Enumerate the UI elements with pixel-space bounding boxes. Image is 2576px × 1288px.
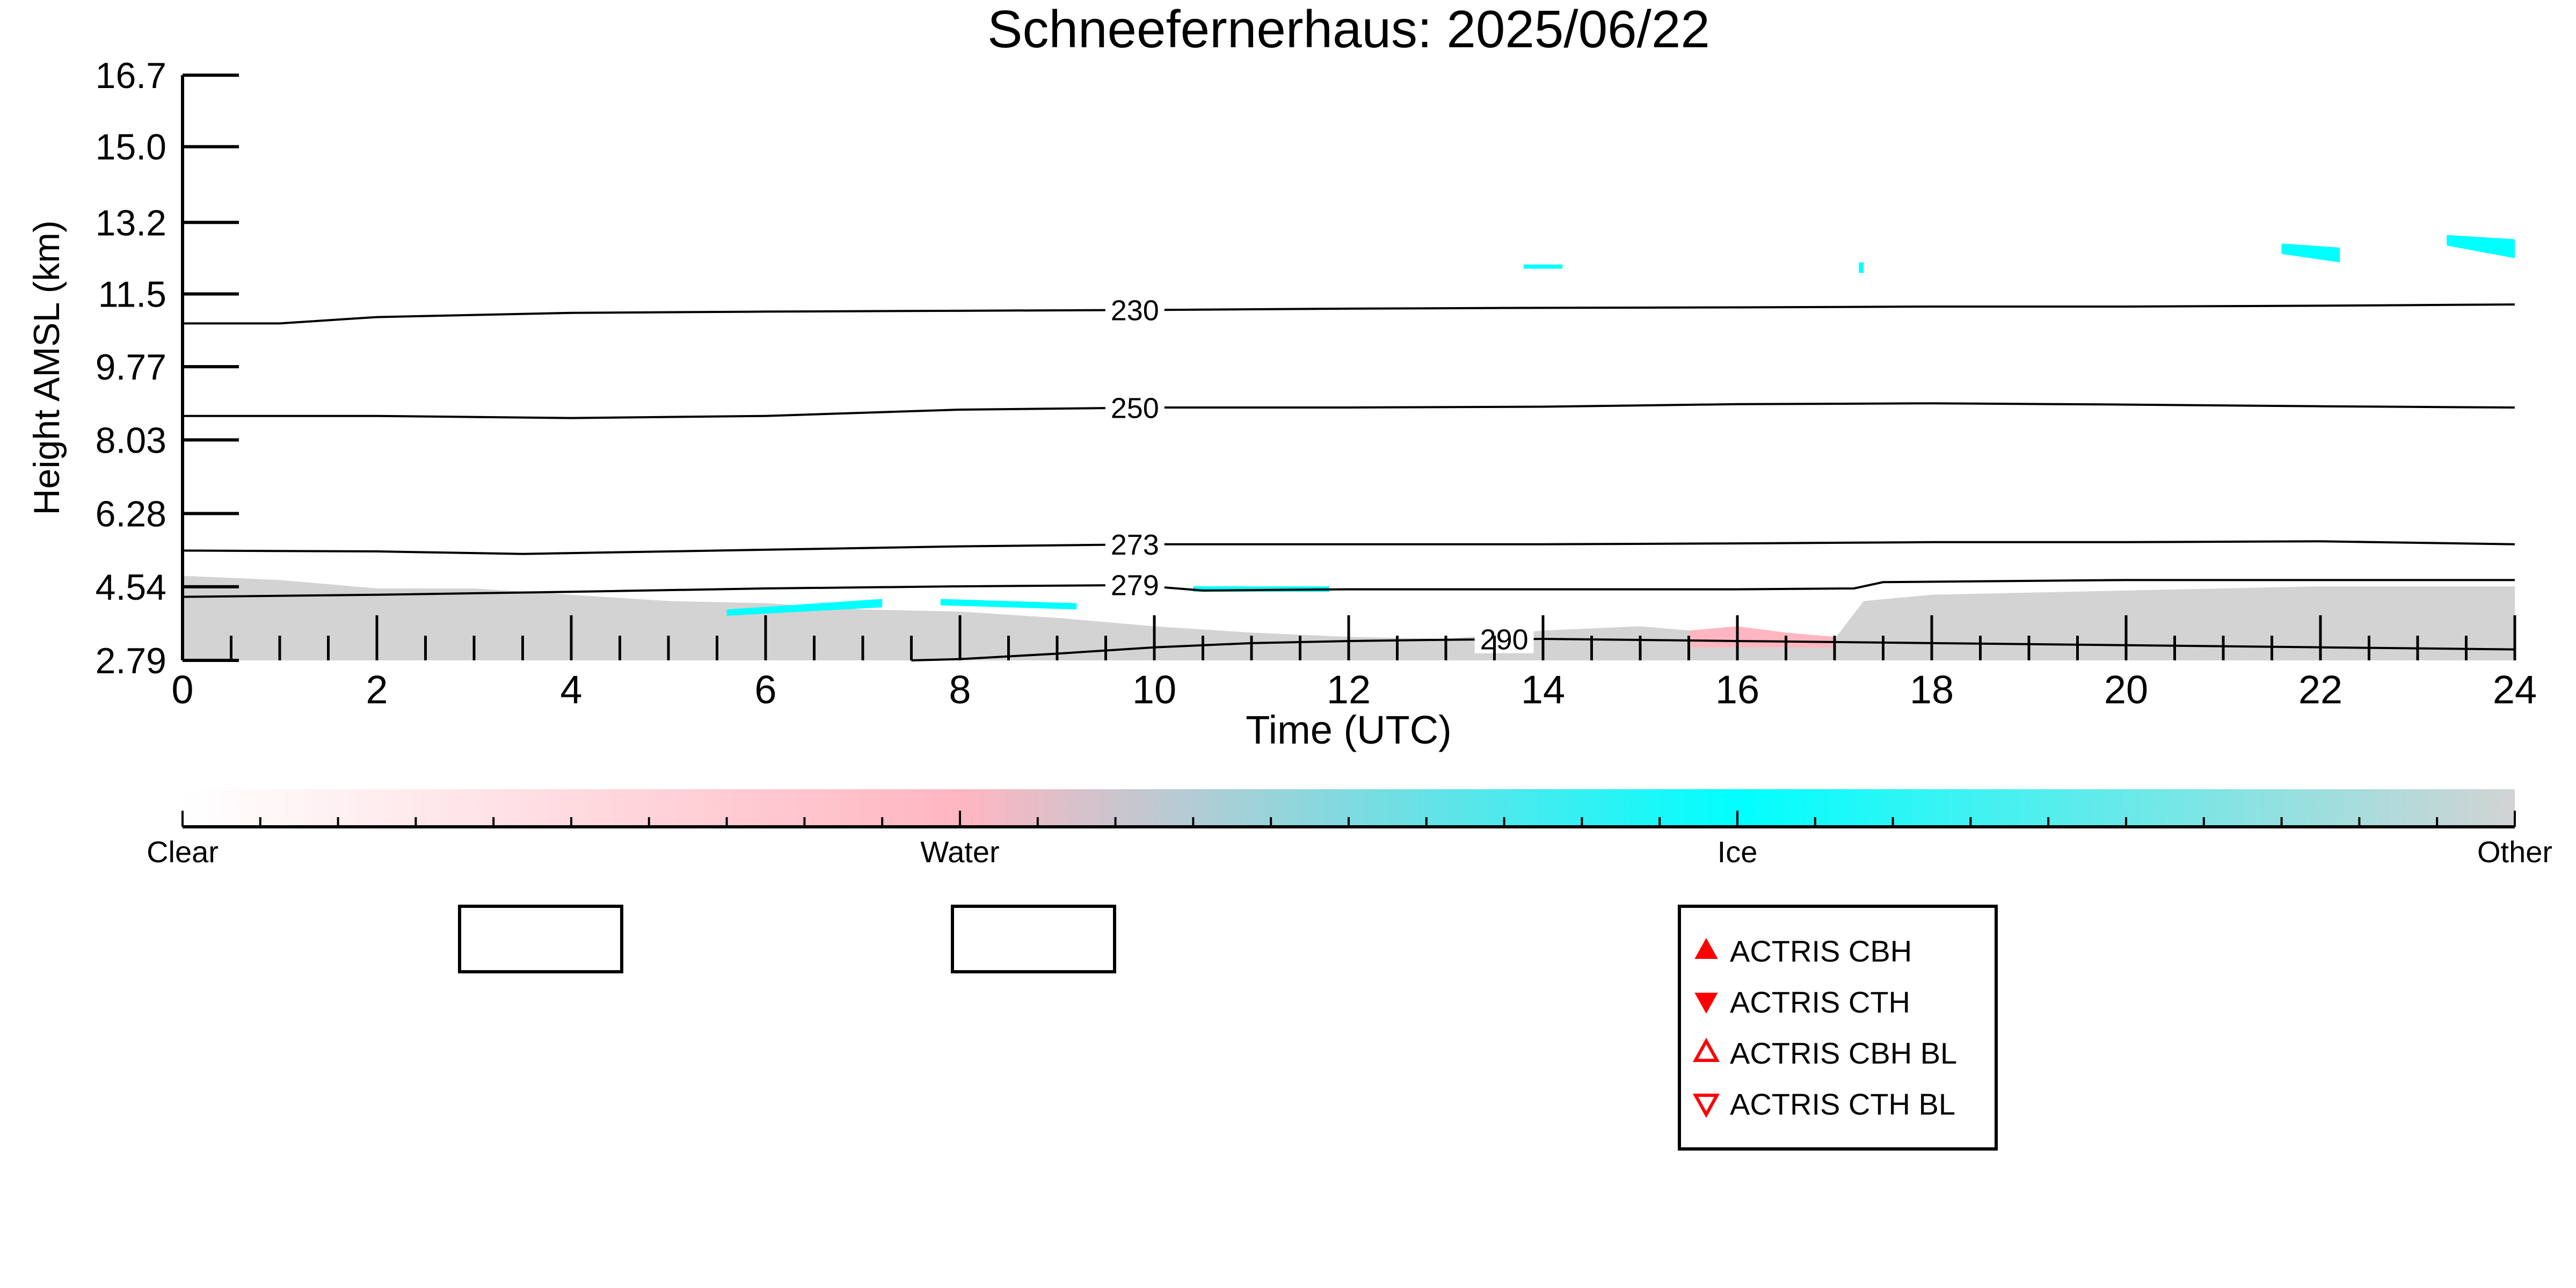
legend-marker-1 [1694,993,1718,1014]
chart-title: Schneefernerhaus: 2025/06/22 [987,0,1710,59]
y-tick-labels: 2.79 4.54 6.28 8.03 9.77 11.5 13.2 15.0 16.7 [96,55,166,681]
contour-label-bg-2 [1105,530,1165,559]
legend-label-3: ACTRIS CTH BL [1730,1087,1955,1121]
y-tick-label-0: 2.79 [96,641,166,681]
y-tick-label-4: 9.77 [96,347,166,388]
colorbar-label-other: Other [2477,835,2552,869]
colorbar-label-clear: Clear [147,835,219,869]
contour-label-bg-4 [1474,625,1534,653]
y-tick-label-3: 8.03 [96,420,166,461]
x-tick-label-5: 10 [1132,667,1176,712]
region-ice-3 [940,599,1077,610]
contour-label-bg-3 [1105,571,1165,599]
contour-label-2: 273 [1111,529,1159,561]
contour-line-0 [183,303,2515,325]
contour-label-4: 290 [1480,624,1529,656]
contour-line-2 [182,540,2515,555]
empty-legend-box-1 [458,905,623,973]
contour-line-1 [183,402,2515,419]
legend-frame [1678,905,1998,1151]
region-water-1 [1689,626,1835,647]
y-axis-label: Height AMSL (km) [26,220,67,515]
colorbar-ticks [181,811,2516,827]
region-ice-2 [726,599,883,616]
region-ice-6 [2447,235,2515,258]
legend-label-2: ACTRIS CBH BL [1730,1036,1957,1070]
contour-label-3: 279 [1111,570,1159,602]
x-tick-labels: 0 2 4 6 8 10 12 14 16 18 20 22 24 [171,667,2537,712]
colorbar-label-ice: Ice [1718,835,1758,869]
legend-marker-2 [1692,1037,1720,1062]
x-tick-label-7: 14 [1521,667,1565,712]
legend-marker-3 [1692,1094,1720,1118]
axis-ticks [181,74,2516,662]
plot-area: 230 250 273 279 290 [181,74,2516,662]
contour-line-3 [182,579,2515,598]
y-tick-label-5: 11.5 [98,274,166,315]
x-tick-label-2: 4 [560,667,582,712]
x-tick-label-10: 20 [2104,667,2148,712]
colorbar-label-water: Water [920,835,999,869]
x-tick-label-12: 24 [2493,667,2537,712]
contour-label-1: 250 [1111,392,1159,424]
legend-marker-0 [1694,937,1718,959]
x-tick-label-6: 12 [1327,667,1371,712]
x-tick-label-9: 18 [1910,667,1954,712]
region-ice-5 [2281,243,2340,263]
legend-label-1: ACTRIS CTH [1730,985,1910,1019]
y-tick-label-1: 4.54 [96,567,166,608]
cloud-regions [183,235,2515,660]
colorbar: Clear Water Ice Other [147,789,2552,869]
y-tick-label-2: 6.28 [96,494,166,535]
x-tick-label-1: 2 [366,667,388,712]
y-tick-label-6: 13.2 [96,202,166,243]
y-tick-label-7: 15.0 [96,127,166,168]
y-tick-label-8: 16.7 [96,55,166,96]
x-tick-label-8: 16 [1715,667,1759,712]
x-tick-label-11: 22 [2298,667,2342,712]
legend-label-0: ACTRIS CBH [1730,934,1912,968]
legend: ACTRIS CBH ACTRIS CTH ACTRIS CBH BL ACTRIS … [1678,905,1998,1151]
contour-label-bg-0 [1105,296,1165,324]
region-ice-8 [1859,262,1864,273]
temperature-contours: 230 250 273 279 290 [182,294,2515,661]
x-tick-label-0: 0 [171,667,193,712]
contour-label-bg-1 [1105,394,1165,422]
x-axis-label: Time (UTC) [1246,708,1452,752]
empty-legend-box-2 [951,905,1116,973]
region-ice-7 [1523,264,1563,269]
x-tick-label-3: 6 [754,667,776,712]
colorbar-labels: Clear Water Ice Other [147,835,2552,869]
legend-items: ACTRIS CBH ACTRIS CTH ACTRIS CBH BL ACTRIS … [1692,934,1957,1121]
x-tick-label-4: 8 [949,667,971,712]
contour-label-0: 230 [1111,294,1159,326]
